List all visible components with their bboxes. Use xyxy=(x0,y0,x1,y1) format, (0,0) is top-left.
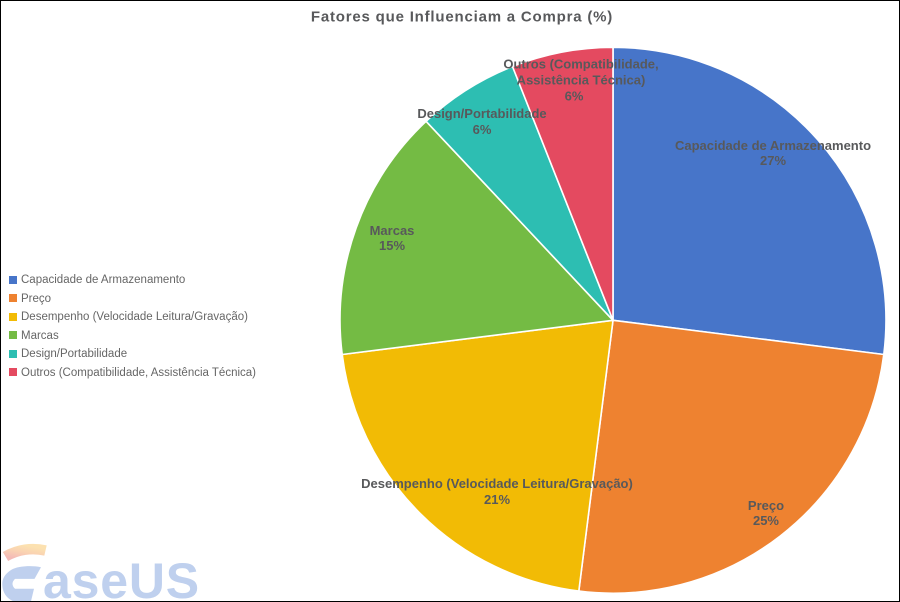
svg-text:aseUS: aseUS xyxy=(43,553,200,602)
